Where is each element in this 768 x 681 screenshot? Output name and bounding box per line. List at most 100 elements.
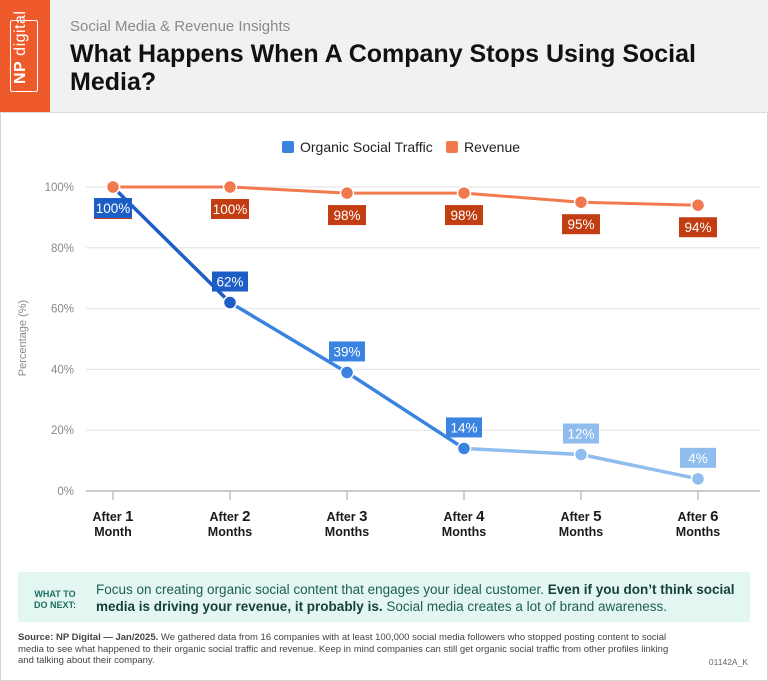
x-tick-number: 5 <box>593 508 601 525</box>
logo-outline <box>10 20 38 92</box>
traffic-data-label: 62% <box>216 275 243 290</box>
revenue-label-box <box>328 205 366 226</box>
traffic-data-label: 4% <box>688 451 708 466</box>
revenue-line <box>113 185 699 207</box>
x-tick-label: After 4 <box>444 508 486 525</box>
x-tick-prefix: After <box>93 510 126 524</box>
traffic-label-box <box>94 198 132 218</box>
traffic-point <box>339 365 355 380</box>
x-tick-unit: Months <box>325 525 369 539</box>
x-tick-unit: Months <box>208 525 252 539</box>
traffic-data-label: 39% <box>333 344 360 359</box>
traffic-point <box>573 447 589 462</box>
y-tick-label: 0% <box>57 486 74 498</box>
revenue-label-box <box>562 214 600 235</box>
revenue-point-overlap <box>105 179 121 195</box>
banner-text-c: Social media creates a lot of brand awar… <box>382 599 667 614</box>
x-tick-unit: Months <box>676 525 720 539</box>
header: NP digital Social Media & Revenue Insigh… <box>0 0 768 113</box>
traffic-label-box <box>446 417 482 438</box>
revenue-point <box>339 185 355 201</box>
revenue-data-label: 94% <box>684 220 711 235</box>
revenue-point <box>456 185 472 201</box>
x-tick-prefix: After <box>444 510 477 524</box>
x-tick-prefix: After <box>678 510 711 524</box>
x-tick-number: 2 <box>242 508 250 525</box>
source-text: We gathered data from 16 companies with … <box>18 632 669 666</box>
traffic-label-box <box>563 423 599 444</box>
x-tick-label: After 1 <box>93 508 134 525</box>
chart-legend: Organic Social Traffic Revenue <box>282 139 520 155</box>
y-tick-label: 60% <box>51 304 74 316</box>
revenue-label-box <box>679 217 717 238</box>
traffic-point <box>690 471 706 487</box>
revenue-label-box <box>211 199 249 219</box>
y-tick-label: 80% <box>51 243 74 255</box>
x-tick-unit: Month <box>94 525 131 539</box>
x-tick-prefix: After <box>561 510 594 524</box>
revenue-point <box>690 197 706 213</box>
x-tick-marks <box>112 491 699 500</box>
grid-lines <box>86 186 760 492</box>
data-points <box>105 179 706 487</box>
x-tick-prefix: After <box>327 510 360 524</box>
data-labels: 100%100%98%98%95%94%100%62%39%14%12%4% <box>94 198 717 468</box>
x-tick-prefix: After <box>210 510 243 524</box>
source-note: Source: NP Digital — Jan/2025. We gather… <box>18 632 678 667</box>
header-kicker: Social Media & Revenue Insights <box>70 18 291 35</box>
x-tick-number: 1 <box>125 508 133 525</box>
legend-label-revenue: Revenue <box>464 139 520 155</box>
traffic-data-label: 100% <box>96 201 131 216</box>
banner-tag-line1: WHAT TO <box>34 589 76 599</box>
banner-tag-line2: DO NEXT: <box>33 600 76 610</box>
y-axis-label: Percentage (%) <box>17 300 29 376</box>
y-tick-labels: 0% 20% 40% 60% 80% 100% <box>45 182 74 498</box>
traffic-label-box <box>680 447 716 468</box>
x-tick-label: After 5 <box>561 508 602 525</box>
traffic-data-label: 12% <box>567 427 594 442</box>
revenue-data-label: 98% <box>333 208 360 223</box>
line-chart: Organic Social Traffic Revenue Percentag… <box>17 139 760 539</box>
x-tick-number: 4 <box>476 508 485 525</box>
x-tick-unit: Months <box>442 525 486 539</box>
traffic-label-box <box>212 271 248 292</box>
logo-wordmark: NP digital <box>12 10 29 85</box>
legend-label-traffic: Organic Social Traffic <box>300 139 433 155</box>
banner-text-a: Focus on creating organic social content… <box>96 582 548 597</box>
page-title: What Happens When A Company Stops Using … <box>70 40 696 96</box>
traffic-data-label: 14% <box>450 420 477 435</box>
graphic-code: 01142A_K <box>708 657 748 667</box>
x-tick-label: After 2 <box>210 508 251 525</box>
traffic-line-segment <box>111 185 232 305</box>
np-digital-logo: NP digital <box>0 0 50 112</box>
source-label: Source: NP Digital — Jan/2025. <box>18 632 159 643</box>
banner-text-b: Even if you don’t think social media is … <box>96 582 735 614</box>
y-tick-label: 100% <box>45 182 74 194</box>
traffic-point <box>456 441 472 456</box>
x-tick-label: After 6 <box>678 508 719 525</box>
traffic-line-segment <box>228 300 349 375</box>
traffic-line-segment <box>579 452 700 481</box>
x-tick-unit: Months <box>559 525 603 539</box>
traffic-line-segment <box>345 370 466 451</box>
revenue-point <box>573 194 589 210</box>
what-to-do-next-banner: WHAT TO DO NEXT: Focus on creating organ… <box>18 572 750 622</box>
y-tick-label: 40% <box>51 364 74 376</box>
traffic-line-segment <box>462 446 583 457</box>
revenue-data-label: 100% <box>213 202 248 217</box>
banner-tag: WHAT TO DO NEXT: <box>28 589 82 611</box>
x-tick-label: After 3 <box>327 508 368 525</box>
legend-swatch-traffic <box>282 141 294 153</box>
revenue-data-label: 98% <box>450 208 477 223</box>
legend-swatch-revenue <box>446 141 458 153</box>
revenue-data-label: 95% <box>567 217 594 232</box>
revenue-point <box>222 179 238 195</box>
x-tick-number: 6 <box>710 508 718 525</box>
revenue-label-box <box>445 205 483 226</box>
y-tick-label: 20% <box>51 425 74 437</box>
series-lines <box>111 185 700 481</box>
banner-text: Focus on creating organic social content… <box>96 581 746 615</box>
x-tick-number: 3 <box>359 508 367 525</box>
traffic-point <box>222 295 238 310</box>
